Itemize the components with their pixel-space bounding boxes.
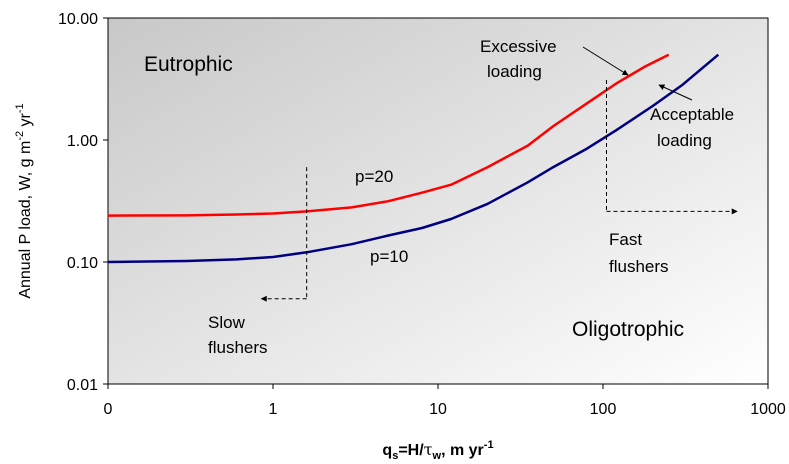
acceptable-label-line2: loading	[657, 131, 712, 150]
x-axis-label: qs=H/τw, m yr-1	[382, 439, 493, 462]
x-tick-label: 1	[269, 401, 278, 418]
x-tick-label: 10	[429, 401, 447, 418]
y-tick-label: 0.01	[67, 377, 98, 394]
acceptable-label-line1: Acceptable	[650, 105, 734, 124]
fast-flushers-line1: Fast	[609, 230, 642, 249]
series-layer	[107, 53, 720, 264]
x-tick-label: 0	[104, 401, 113, 418]
x-axis-ticks: 0 1 10 100 1000	[104, 384, 786, 418]
x-tick-label: 100	[590, 401, 617, 418]
series-line-p20	[107, 53, 670, 217]
excessive-arrow	[582, 46, 629, 76]
excessive-label-line1: Excessive	[480, 37, 557, 56]
acceptable-arrow	[658, 84, 693, 101]
excessive-label-line2: loading	[487, 62, 542, 81]
oligotrophic-label: Oligotrophic	[572, 318, 684, 341]
p10-label: p=10	[370, 247, 408, 266]
boundary-layer	[260, 80, 738, 302]
y-tick-label: 0.10	[67, 255, 98, 272]
x-tick-label: 1000	[750, 401, 786, 418]
series-line-p10	[107, 53, 720, 264]
y-axis-label: Annual P load, W, g m-2 yr-1	[14, 103, 34, 298]
plot-area	[107, 17, 769, 385]
y-axis-ticks: 0.01 0.10 1.00 10.00	[58, 11, 108, 394]
fast-flushers-line2: flushers	[609, 257, 669, 276]
slow-flushers-line2: flushers	[208, 338, 268, 357]
y-tick-label: 10.00	[58, 11, 98, 28]
slow-flushers-line1: Slow	[208, 313, 246, 332]
p20-label: p=20	[355, 167, 393, 186]
y-tick-label: 1.00	[67, 133, 98, 150]
eutrophic-label: Eutrophic	[144, 53, 233, 76]
